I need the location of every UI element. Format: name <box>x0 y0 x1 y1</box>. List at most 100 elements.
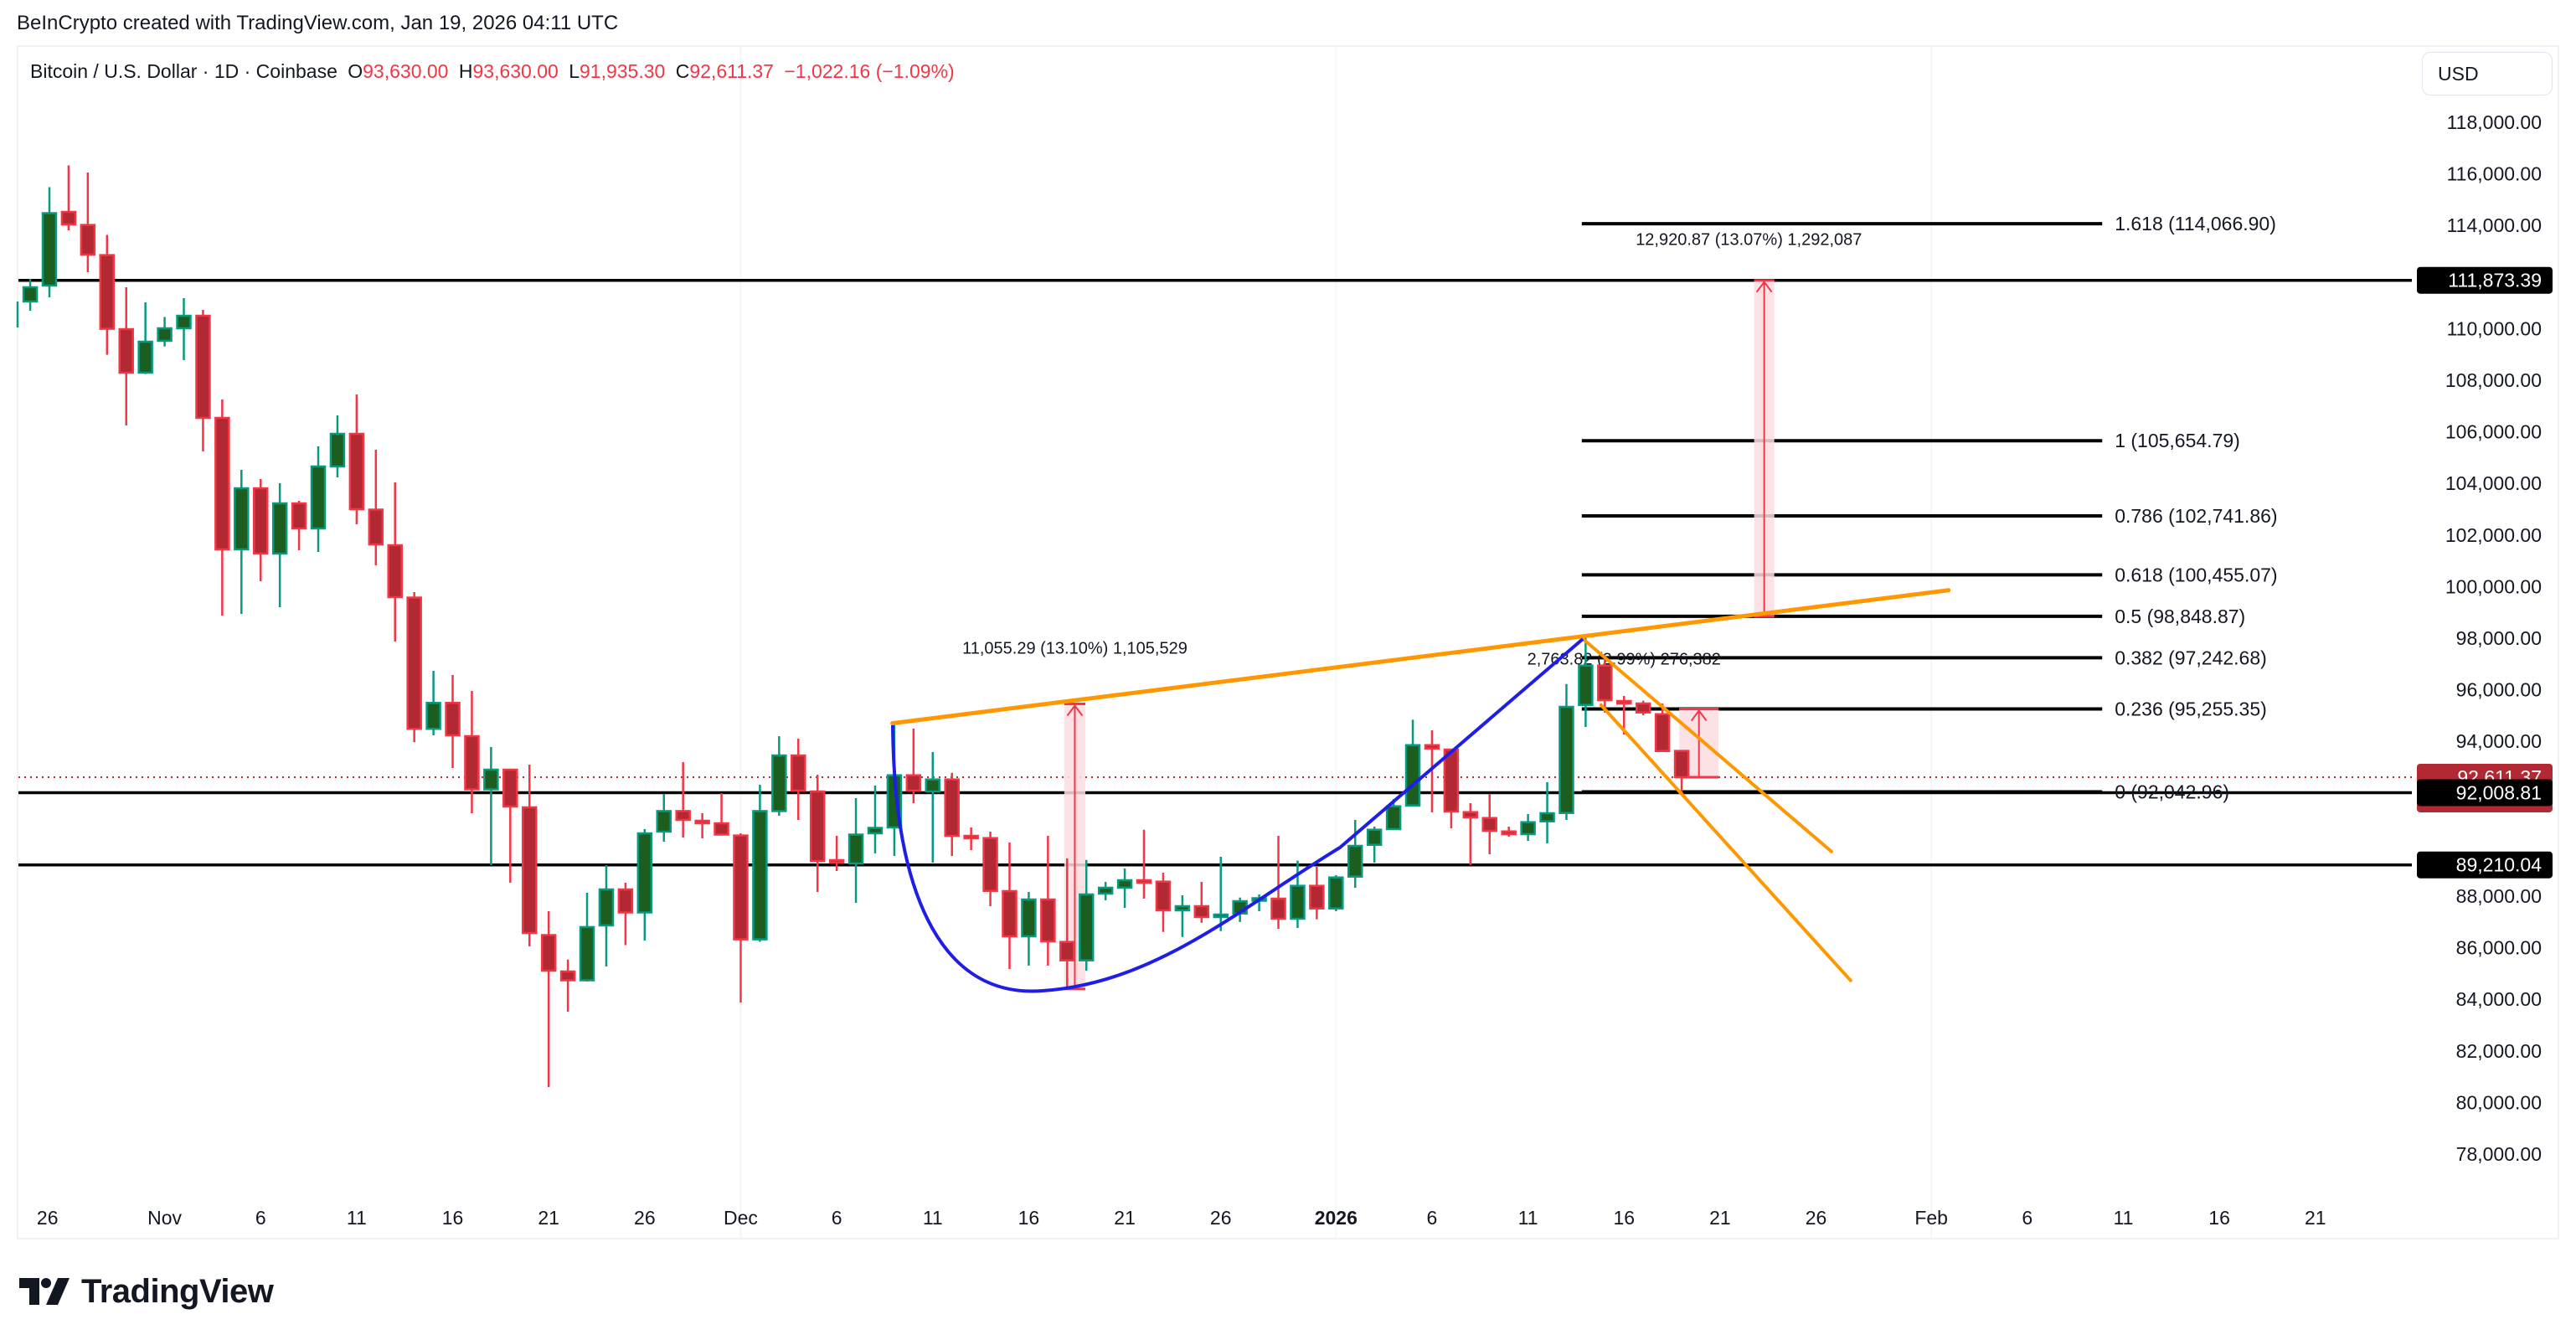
candle <box>234 469 250 615</box>
low-value: L91,935.30 <box>569 60 666 82</box>
price-tick: 116,000.00 <box>2447 163 2542 185</box>
price-marker[interactable] <box>2417 266 2553 294</box>
arrow-up-icon <box>1066 704 1084 717</box>
candle <box>1520 814 1536 842</box>
time-tick: 16 <box>2208 1207 2230 1229</box>
candle <box>579 892 595 982</box>
candle <box>1558 683 1574 821</box>
candle <box>195 310 211 452</box>
time-tick: 6 <box>255 1207 266 1229</box>
candle <box>1424 730 1440 813</box>
candle <box>368 450 384 565</box>
price-range-measurements[interactable]: 11,055.29 (13.10%) 1,105,529 12,920.87 (1… <box>962 230 1862 991</box>
candle <box>406 592 422 743</box>
horizontal-lines[interactable] <box>18 278 2412 867</box>
candle <box>137 302 153 374</box>
rising-orange-trendline[interactable] <box>890 588 1951 726</box>
price-marker[interactable] <box>2417 851 2553 879</box>
price-tick: 94,000.00 <box>2456 730 2542 752</box>
candle <box>636 829 653 941</box>
candle <box>80 172 96 273</box>
candle <box>828 836 845 872</box>
candle <box>176 297 192 361</box>
price-tick: 84,000.00 <box>2456 988 2542 1010</box>
time-axis[interactable]: 26 Nov 6 11 16 21 26 Dec 6 11 16 21 26 2026 6 11 16 21 26 F… <box>37 1207 2326 1229</box>
candle <box>445 675 461 769</box>
candle <box>118 286 134 425</box>
price-tick: 108,000.00 <box>2445 369 2542 391</box>
tradingview-logo[interactable]: TradingView <box>19 1272 274 1310</box>
currency-button[interactable]: USD <box>2422 52 2553 95</box>
candle <box>1059 858 1075 989</box>
price-marker[interactable] <box>2417 779 2553 807</box>
tradingview-logo-text: TradingView <box>81 1272 274 1310</box>
close-value: C92,611.37 <box>675 60 774 82</box>
chart-credit: BeInCrypto created with TradingView.com,… <box>17 12 619 34</box>
time-tick: 11 <box>347 1207 367 1229</box>
fib-level-label: 0.5 (98,848.87) <box>2115 606 2245 627</box>
time-tick: Dec <box>724 1207 758 1229</box>
falling-orange-upper-trendline[interactable] <box>1579 636 1833 853</box>
candle <box>905 728 922 803</box>
fib-level-label: 1.618 (114,066.90) <box>2115 213 2276 234</box>
time-tick: 6 <box>1427 1207 1438 1229</box>
candle <box>22 278 39 312</box>
candle <box>214 399 230 616</box>
candle <box>540 910 557 1088</box>
candle <box>848 798 864 904</box>
candle <box>502 768 518 883</box>
time-tick: 21 <box>2305 1207 2326 1229</box>
candle <box>1673 750 1690 795</box>
candle <box>1309 867 1325 920</box>
candle <box>925 752 941 863</box>
candle <box>1366 827 1383 863</box>
fib-level-label: 0.786 (102,741.86) <box>2115 505 2277 527</box>
chart-pane[interactable] <box>17 45 2559 1240</box>
candle <box>791 739 806 821</box>
symbol-legend: Bitcoin / U.S. Dollar · 1D · Coinbase O9… <box>30 60 960 83</box>
time-tick: 26 <box>1210 1207 1232 1229</box>
tradingview-logo-icon <box>19 1278 70 1305</box>
time-tick: 16 <box>1018 1207 1040 1229</box>
candle <box>252 478 269 581</box>
candle <box>1578 637 1594 728</box>
candle <box>1078 859 1095 972</box>
candle <box>99 234 116 355</box>
time-tick: 26 <box>634 1207 656 1229</box>
time-tick: 16 <box>1613 1207 1635 1229</box>
time-tick: 21 <box>1709 1207 1731 1229</box>
time-tick: 11 <box>923 1207 943 1229</box>
price-tick: 106,000.00 <box>2445 421 2542 443</box>
candle <box>348 394 365 525</box>
grid-lines <box>739 47 1933 1238</box>
cup-curve[interactable] <box>891 637 1584 993</box>
fib-level-label: 0.618 (100,455.07) <box>2115 564 2277 585</box>
candle <box>694 813 710 839</box>
time-tick: 6 <box>2022 1207 2032 1229</box>
candle <box>1155 873 1172 932</box>
time-tick: 26 <box>37 1207 59 1229</box>
candle <box>1539 782 1555 844</box>
candle <box>1404 719 1421 807</box>
fibonacci-levels[interactable]: 1.618 (114,066.90) 1 (105,654.79) 0.786 (1… <box>1581 213 2278 802</box>
candle <box>963 827 979 850</box>
candle <box>271 483 288 608</box>
price-axis[interactable]: 118,000.00 116,000.00 114,000.00 110,000.00… <box>2417 111 2553 1165</box>
falling-orange-lower-trendline[interactable] <box>1599 703 1852 982</box>
price-tick: 104,000.00 <box>2445 472 2542 494</box>
high-value: H93,630.00 <box>458 60 559 82</box>
symbol-title: Bitcoin / U.S. Dollar · 1D · Coinbase <box>30 60 337 82</box>
price-tick: 78,000.00 <box>2456 1143 2542 1165</box>
candle <box>483 747 499 865</box>
price-tick: 102,000.00 <box>2445 524 2542 546</box>
time-tick: 21 <box>538 1207 559 1229</box>
candle <box>1347 820 1363 888</box>
candle <box>60 165 77 230</box>
candle <box>1040 836 1056 966</box>
price-tick: 114,000.00 <box>2447 214 2542 236</box>
candle <box>522 765 538 946</box>
candle <box>1213 856 1229 931</box>
trendlines[interactable] <box>890 588 1951 993</box>
candle <box>733 833 749 1003</box>
